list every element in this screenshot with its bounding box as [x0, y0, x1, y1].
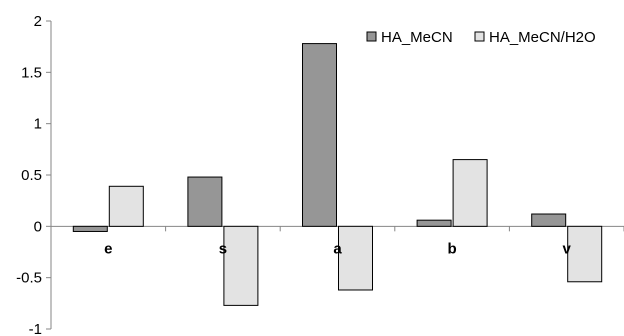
- axes: -1 -0.5 0 0.5 1 1.5 2: [16, 13, 624, 336]
- bar-ha-mecn-v: [531, 213, 567, 227]
- x-category-label: s: [219, 240, 227, 257]
- legend-label: HA_MeCN/H2O: [489, 29, 596, 46]
- y-tick-label: -1: [29, 321, 42, 336]
- x-category-label: v: [563, 240, 572, 257]
- bar-ha-mecn-h2o-e: [108, 185, 144, 227]
- bar-ha-mecn-s: [187, 176, 223, 227]
- y-tick-label: 0: [34, 218, 42, 235]
- y-tick-label: 1.5: [21, 64, 42, 81]
- y-tick-label: -0.5: [16, 270, 42, 287]
- bar-ha-mecn-h2o-b: [452, 159, 488, 227]
- bar-ha-mecn-a: [302, 43, 337, 227]
- x-category-label: a: [333, 240, 342, 257]
- bar-ha-mecn-h2o-v: [567, 225, 603, 283]
- y-tick-label: 2: [34, 13, 42, 30]
- bar-ha-mecn-h2o-s: [223, 225, 259, 306]
- legend-label: HA_MeCN: [381, 29, 453, 46]
- y-tick-label: 1: [34, 116, 42, 133]
- bar-ha-mecn-b: [416, 219, 452, 227]
- bars: [72, 43, 603, 306]
- legend-swatch: [474, 31, 485, 42]
- x-category-label: b: [448, 240, 457, 257]
- x-category-label: e: [104, 240, 112, 257]
- bar-ha-mecn-h2o-a: [338, 225, 373, 291]
- legend-swatch: [366, 31, 377, 42]
- y-tick-label: 0.5: [21, 167, 42, 184]
- bar-ha-mecn-e: [72, 225, 108, 232]
- legend: HA_MeCN HA_MeCN/H2O: [366, 29, 596, 46]
